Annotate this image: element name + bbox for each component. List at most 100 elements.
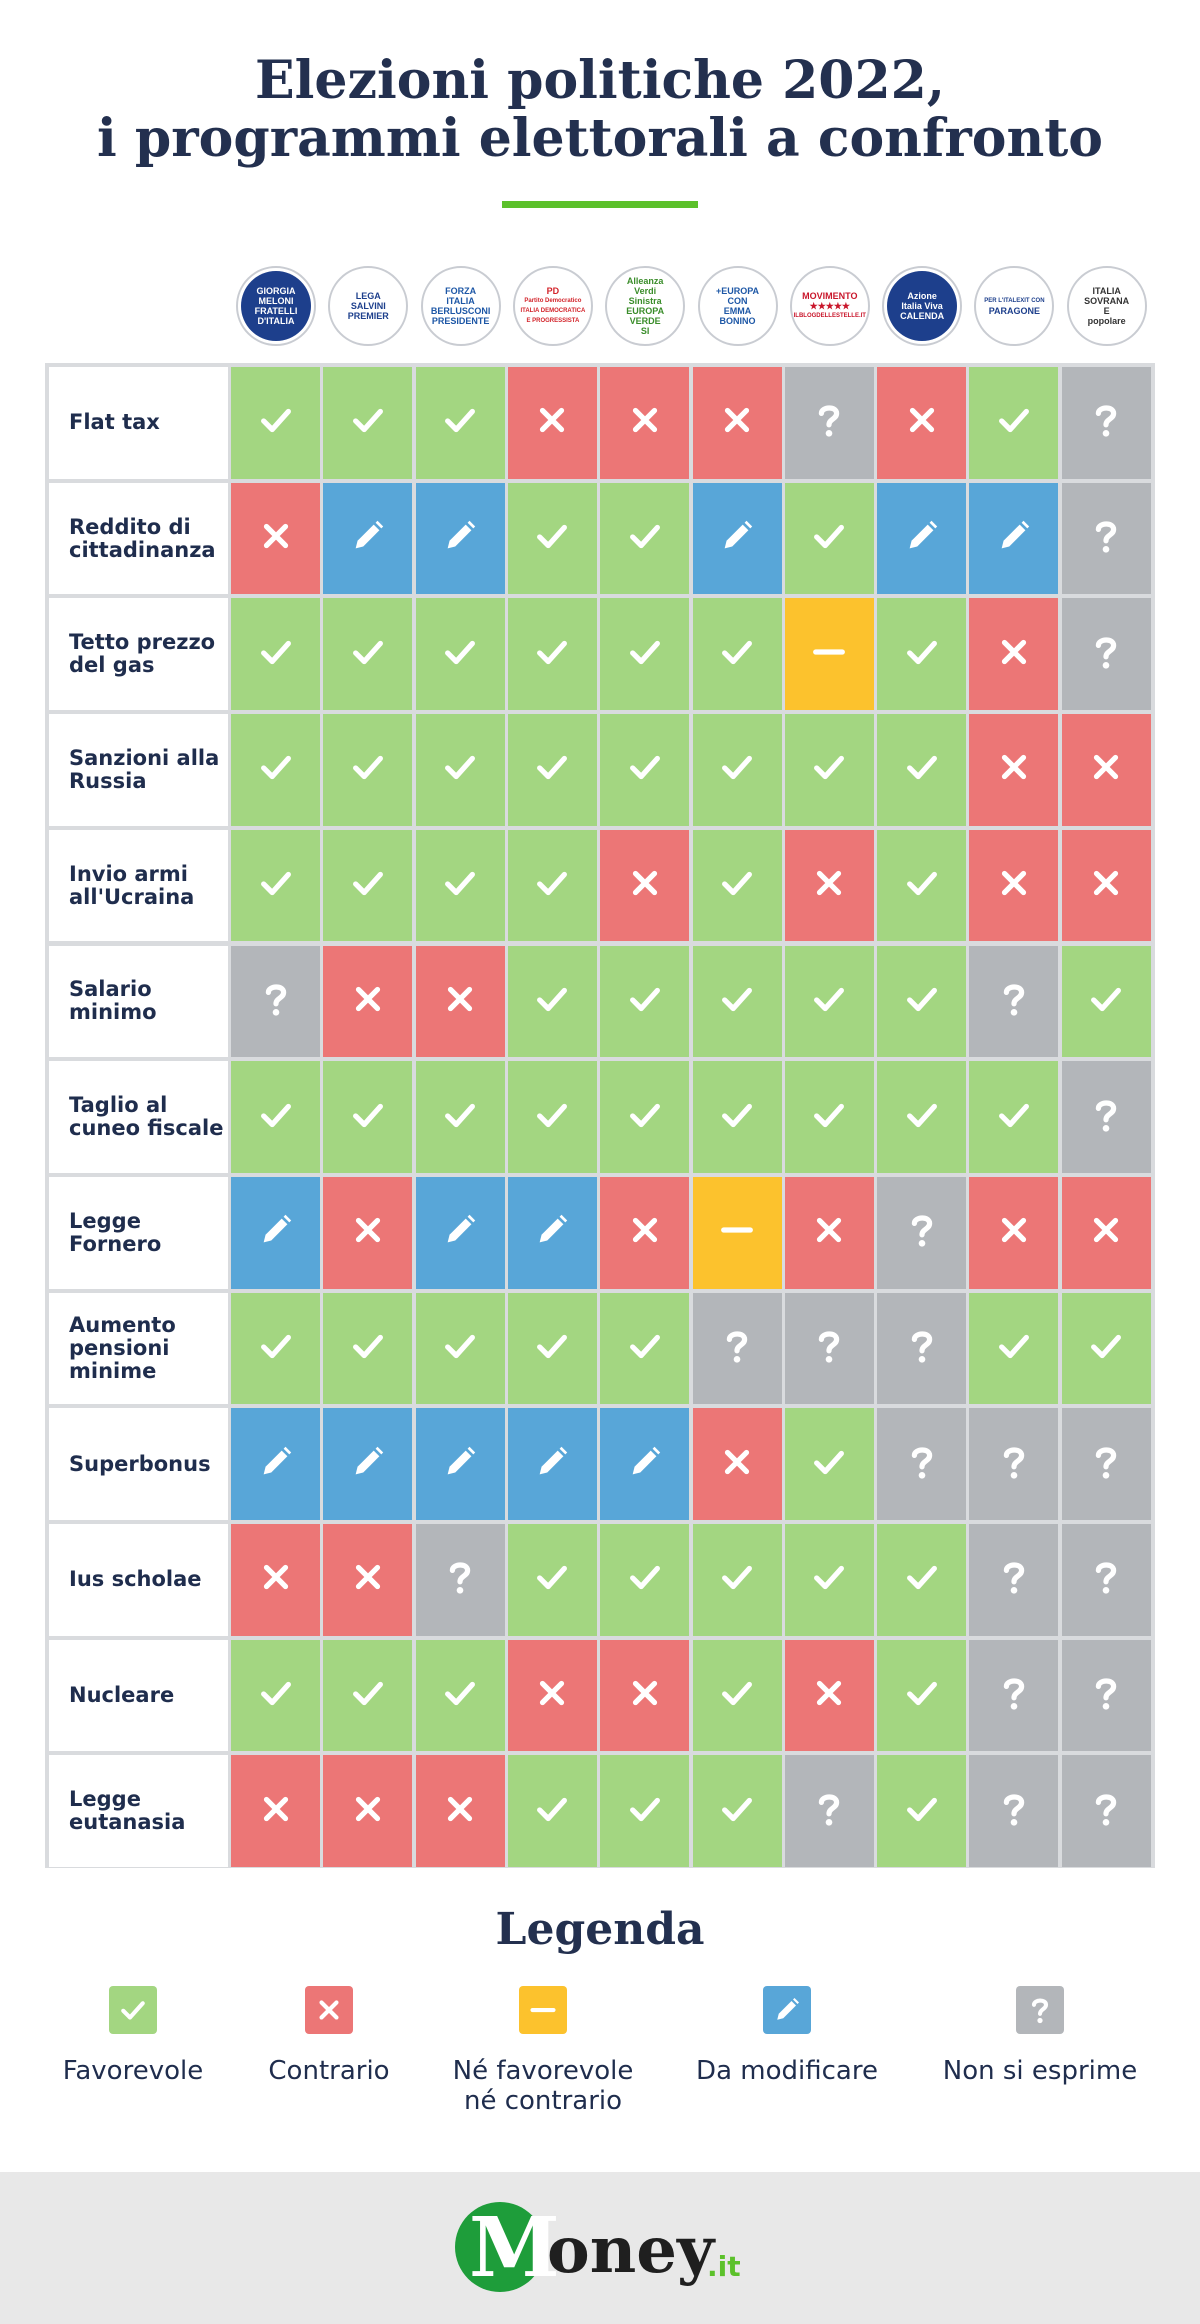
cross-icon: [995, 748, 1033, 791]
party-logo-text: PRESIDENTE: [431, 316, 490, 326]
dash-icon: [519, 1986, 567, 2034]
party-logo-text: SI: [640, 326, 650, 336]
check-icon: [995, 1096, 1033, 1139]
cross-icon: [1087, 748, 1125, 791]
table-cell: [1061, 1061, 1151, 1173]
party-logo-text: CON: [727, 296, 748, 306]
table-cell: [415, 829, 505, 942]
table-cell: [507, 1176, 597, 1289]
party-logo-text: BONINO: [719, 316, 756, 326]
party-logo-text: E: [1103, 306, 1110, 316]
check-icon: [810, 980, 848, 1023]
table-cell: [1061, 1524, 1151, 1636]
table-cell: [784, 482, 874, 595]
party-logo-text: Alleanza: [626, 276, 664, 286]
party-logo-9: PER L'ITALEXIT CON PARAGONE: [974, 266, 1055, 346]
cross-icon: [257, 1790, 295, 1833]
party-logo-5: Alleanza Verdi Sinistra EUROPA VERDE SI: [605, 266, 686, 346]
table-cell: [231, 367, 320, 479]
party-logo-text: +EUROPA: [715, 286, 760, 296]
table-cell: [1061, 1292, 1151, 1405]
check-icon: [626, 980, 664, 1023]
table-cell: [600, 598, 690, 711]
party-logo-text: Partito Democratico: [524, 298, 582, 304]
party-logo-mark: MOVIMENTO ★★★★★ ILBLOGDELLESTELLE.IT: [794, 271, 866, 341]
table-cell: [507, 714, 597, 826]
check-icon: [257, 1327, 295, 1370]
legend-item: Contrario: [199, 1986, 459, 2086]
party-logo-8: Azione Italia Viva CALENDA: [882, 266, 963, 346]
party-logo-text: ITALIA: [1092, 286, 1121, 296]
pencil-icon: [763, 1986, 811, 2034]
check-icon: [349, 748, 387, 791]
cross-icon: [257, 517, 295, 560]
dash-icon: [810, 633, 848, 676]
question-icon: [903, 1211, 941, 1254]
table-cell: [877, 1176, 967, 1289]
party-logo-6: +EUROPA CON EMMA BONINO: [697, 266, 778, 346]
party-logo-text: Verdi: [634, 286, 657, 296]
table-cell: [784, 1061, 874, 1173]
table-cell: [877, 1292, 967, 1405]
check-icon: [349, 1327, 387, 1370]
title-line-2: i programmi elettorali a confronto: [97, 108, 1103, 169]
table-cell: [1061, 714, 1151, 826]
table-cell: [323, 1524, 413, 1636]
table-cell: [323, 482, 413, 595]
check-icon: [810, 1096, 848, 1139]
table-cell: [784, 714, 874, 826]
party-logo-2: LEGA SALVINI PREMIER: [328, 266, 409, 346]
table-cell: [600, 1408, 690, 1520]
legend: Favorevole Contrario Né favorevole né cont…: [0, 1986, 1200, 2116]
question-icon: [903, 1443, 941, 1486]
party-logo-text: PREMIER: [347, 311, 389, 321]
cross-icon: [1087, 864, 1125, 907]
cross-icon: [305, 1986, 353, 2034]
check-icon: [626, 1790, 664, 1833]
brand-initial: M: [469, 2200, 560, 2296]
check-icon: [718, 980, 756, 1023]
table-cell: [784, 829, 874, 942]
legend-title: Legenda: [495, 1904, 705, 1955]
brand-logo[interactable]: M oney .it: [455, 2200, 755, 2298]
question-icon: [257, 980, 295, 1023]
party-logo-text: EMMA: [723, 306, 752, 316]
check-icon: [533, 517, 571, 560]
party-logo-text: GIORGIA: [256, 286, 296, 296]
party-logo-text: BERLUSCONI: [430, 306, 491, 316]
table-cell: [692, 1639, 782, 1752]
table-cell: [784, 598, 874, 711]
check-icon: [533, 864, 571, 907]
party-logo-7: MOVIMENTO ★★★★★ ILBLOGDELLESTELLE.IT: [789, 266, 870, 346]
check-icon: [903, 1558, 941, 1601]
row-label: Ius scholae: [49, 1524, 228, 1636]
check-icon: [626, 1096, 664, 1139]
check-icon: [533, 1096, 571, 1139]
table-cell: [1061, 1755, 1151, 1868]
party-logo-mark: GIORGIA MELONI FRATELLI D'ITALIA: [241, 271, 311, 341]
check-icon: [903, 1674, 941, 1717]
table-cell: [600, 1292, 690, 1405]
check-icon: [903, 1096, 941, 1139]
table-cell: [969, 1408, 1059, 1520]
table-cell: [784, 1176, 874, 1289]
party-logo-text: FORZA: [445, 286, 477, 296]
table-cell: [231, 598, 320, 711]
pencil-icon: [349, 517, 387, 560]
table-cell: [784, 367, 874, 479]
table-cell: [323, 598, 413, 711]
party-logo-mark: PD Partito Democratico ITALIA DEMOCRATICA E…: [517, 271, 588, 341]
question-icon: [810, 1327, 848, 1370]
table-cell: [507, 1408, 597, 1520]
check-icon: [718, 1558, 756, 1601]
table-cell: [784, 1639, 874, 1752]
check-icon: [257, 1674, 295, 1717]
table-cell: [692, 945, 782, 1058]
check-icon: [810, 1443, 848, 1486]
table-cell: [1061, 367, 1151, 479]
row-label: Invio armi all'Ucraina: [49, 829, 228, 942]
table-cell: [692, 1292, 782, 1405]
table-cell: [231, 482, 320, 595]
